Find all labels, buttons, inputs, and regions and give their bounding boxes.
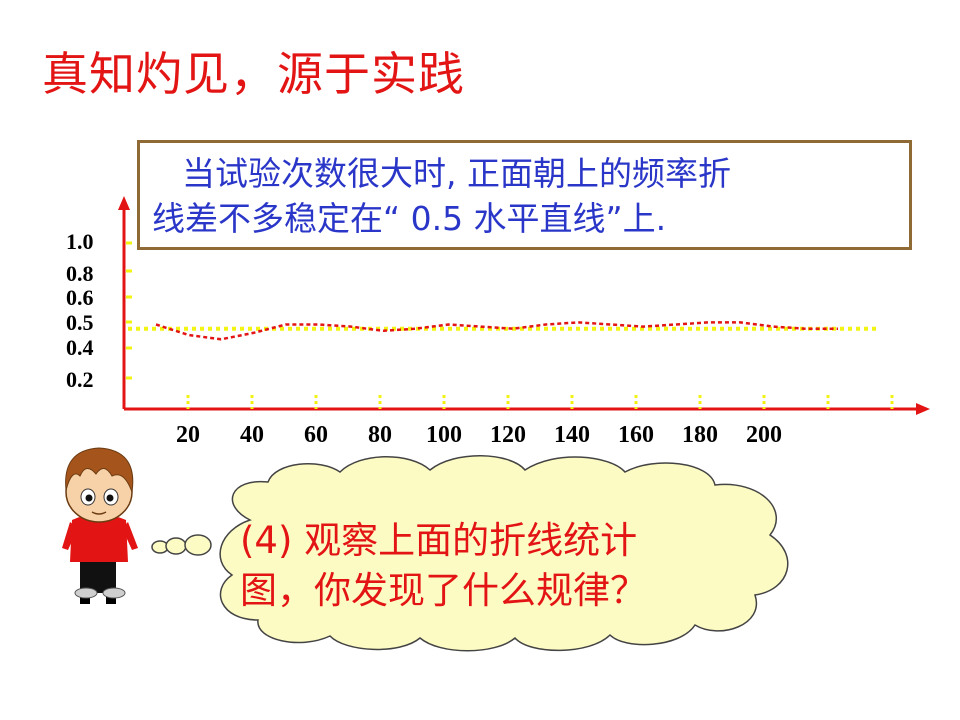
y-tick-label: 0.5	[66, 310, 94, 335]
x-tick-label: 20	[176, 422, 200, 448]
y-tick-label: 0.8	[66, 261, 94, 286]
question-line-1: (4) 观察上面的折线统计	[240, 519, 638, 562]
cloud-shape	[219, 455, 789, 652]
note-line-1: 当试验次数很大时, 正面朝上的频率折	[182, 154, 731, 193]
x-tick-label: 200	[746, 422, 782, 448]
boy-illustration	[62, 447, 138, 604]
thought-dot-large	[184, 534, 212, 556]
thought-cloud	[151, 455, 789, 652]
thought-dot-medium	[165, 537, 187, 555]
x-tick-label: 140	[554, 422, 590, 448]
x-tick-label: 40	[240, 422, 264, 448]
note-line-2: 线差不多稳定在“ 0.5 水平直线”上.	[152, 199, 667, 238]
x-tick-label: 160	[618, 422, 654, 448]
x-tick-label: 80	[368, 422, 392, 448]
x-tick-label: 60	[304, 422, 328, 448]
y-tick-label: 0.4	[66, 335, 94, 360]
slide-title: 真知灼见，源于实践	[42, 47, 465, 101]
y-tick-label: 1.0	[66, 229, 94, 254]
y-tick-label: 0.6	[66, 285, 94, 310]
y-axis-arrow	[118, 196, 130, 210]
x-tick-label: 100	[426, 422, 462, 448]
x-tick-marks	[186, 395, 894, 409]
x-axis-arrow	[916, 403, 930, 415]
question-line-2: 图，你发现了什么规律？	[240, 569, 647, 612]
y-tick-label: 0.2	[66, 367, 94, 392]
chart-axes	[118, 196, 930, 415]
frequency-line	[155, 321, 838, 341]
x-tick-label: 120	[490, 422, 526, 448]
question-text: (4) 观察上面的折线统计 图，你发现了什么规律？	[240, 516, 647, 616]
conclusion-note-box: 当试验次数很大时, 正面朝上的频率折 线差不多稳定在“ 0.5 水平直线”上.	[137, 140, 912, 250]
x-tick-label: 180	[682, 422, 718, 448]
